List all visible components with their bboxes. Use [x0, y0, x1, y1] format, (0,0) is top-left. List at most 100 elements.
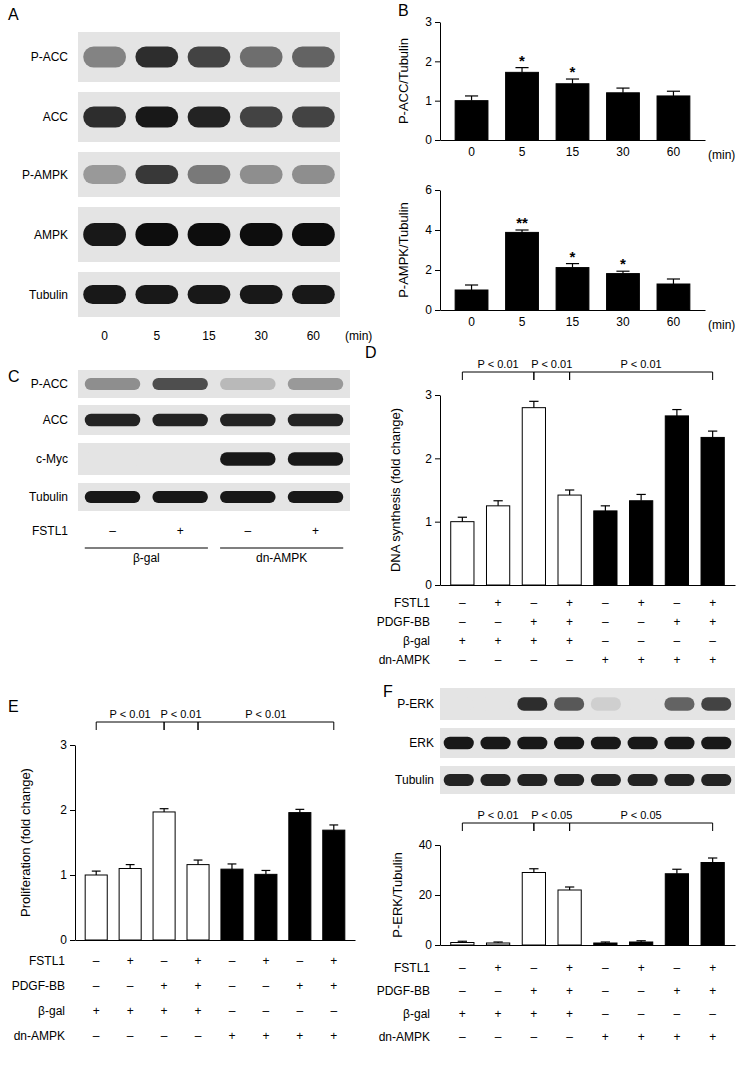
- blot-band: [135, 107, 178, 128]
- bar: [506, 232, 539, 310]
- condition-value: +: [566, 634, 573, 648]
- condition-value: –: [602, 1007, 609, 1021]
- error-bar: [667, 91, 680, 96]
- plot-area: [451, 401, 725, 585]
- bracket-label: P < 0.01: [245, 708, 286, 720]
- blot-band: [152, 378, 207, 390]
- condition-label: FSTL1: [32, 524, 68, 538]
- blot-band: [288, 452, 343, 465]
- blot-row-label: Tubulin: [395, 773, 434, 787]
- error-stem: [712, 858, 713, 863]
- bar: [558, 890, 581, 945]
- bar: [522, 408, 545, 585]
- blot-band: [292, 285, 335, 304]
- blot-band: [240, 107, 283, 128]
- condition-value: –: [602, 615, 609, 629]
- condition-value: –: [602, 634, 609, 648]
- blot-band: [220, 414, 275, 427]
- condition-value: +: [566, 615, 573, 629]
- y-tick-mark: [70, 810, 75, 811]
- blot-band: [554, 737, 584, 750]
- condition-value: +: [709, 596, 716, 610]
- blot-row-label: c-Myc: [36, 452, 68, 466]
- panel-label: F: [383, 683, 393, 700]
- y-tick-mark: [435, 190, 440, 191]
- figure: 012305153060**P-ACC/Tubulin(min)B0246051…: [0, 0, 750, 1080]
- condition-value: +: [709, 984, 716, 998]
- condition-value: –: [674, 1007, 681, 1021]
- blot-band: [292, 107, 335, 128]
- blot-band: [220, 378, 275, 390]
- condition-value: –: [709, 634, 716, 648]
- group-line: [220, 547, 343, 548]
- y-tick-label: 40: [419, 838, 433, 852]
- condition-value: –: [495, 1030, 502, 1044]
- blot-band: [83, 285, 126, 304]
- condition-value: –: [459, 961, 466, 975]
- blot-background: [440, 688, 735, 720]
- y-tick-label: 4: [425, 223, 432, 237]
- blot-background: [78, 207, 340, 262]
- blot-band: [83, 165, 126, 184]
- x-tick-label: 15: [566, 145, 580, 159]
- x-tick: 15: [566, 315, 580, 329]
- condition-value: +: [177, 524, 184, 538]
- condition-value: +: [709, 1030, 716, 1044]
- lane-label: 5: [153, 329, 160, 343]
- bar: [455, 101, 488, 140]
- condition-value: +: [566, 596, 573, 610]
- x-tick-label: 30: [616, 145, 630, 159]
- error-stem: [462, 517, 463, 521]
- condition-value: –: [459, 615, 466, 629]
- y-tick: 2: [60, 803, 75, 817]
- bar: [221, 869, 243, 940]
- error-cap: [458, 941, 467, 942]
- condition-value: +: [127, 954, 134, 968]
- condition-value: +: [330, 1029, 337, 1043]
- condition-value: +: [638, 596, 645, 610]
- y-tick-label: 3: [425, 388, 432, 402]
- y-tick-mark: [435, 270, 440, 271]
- error-bar: [493, 501, 502, 506]
- y-tick: 2: [425, 55, 440, 69]
- blot-band: [591, 737, 621, 750]
- x-axis-line: [441, 310, 706, 311]
- x-tick: 5: [519, 315, 526, 329]
- condition-value: –: [674, 961, 681, 975]
- y-axis-line: [440, 191, 441, 311]
- blot-band: [135, 285, 178, 304]
- y-axis: 0123: [425, 15, 440, 147]
- y-axis: 02040: [419, 838, 441, 952]
- condition-value: +: [602, 1030, 609, 1044]
- error-stem: [712, 431, 713, 437]
- y-tick: 2: [425, 263, 440, 277]
- blot-band: [240, 47, 283, 68]
- blot-band: [240, 285, 283, 304]
- y-tick-mark: [435, 895, 440, 896]
- x-axis-line: [441, 945, 736, 946]
- error-cap: [329, 824, 338, 825]
- condition-value: +: [566, 984, 573, 998]
- error-stem: [676, 869, 677, 874]
- error-cap: [667, 91, 680, 92]
- bracket-label: P < 0.05: [621, 809, 662, 821]
- error-bar: [160, 809, 169, 812]
- blot-background: [78, 152, 340, 197]
- error-cap: [672, 409, 681, 410]
- blot-background: [78, 272, 340, 317]
- chart-panel: 024605153060****P-AMPK/Tubulin(min): [396, 183, 735, 332]
- error-bar: [529, 401, 538, 407]
- condition-value: –: [459, 653, 466, 667]
- condition-value: +: [709, 961, 716, 975]
- blot-row-label: ACC: [43, 413, 69, 427]
- error-stem: [569, 490, 570, 495]
- y-tick-label: 6: [425, 183, 432, 197]
- x-tick: 5: [519, 145, 526, 159]
- y-tick: 1: [60, 868, 75, 882]
- condition-value: –: [495, 653, 502, 667]
- y-tick-label: 20: [419, 888, 433, 902]
- bracket-label: P < 0.01: [531, 358, 572, 370]
- bar: [153, 812, 175, 940]
- condition-value: +: [93, 1004, 100, 1018]
- bar: [665, 874, 688, 945]
